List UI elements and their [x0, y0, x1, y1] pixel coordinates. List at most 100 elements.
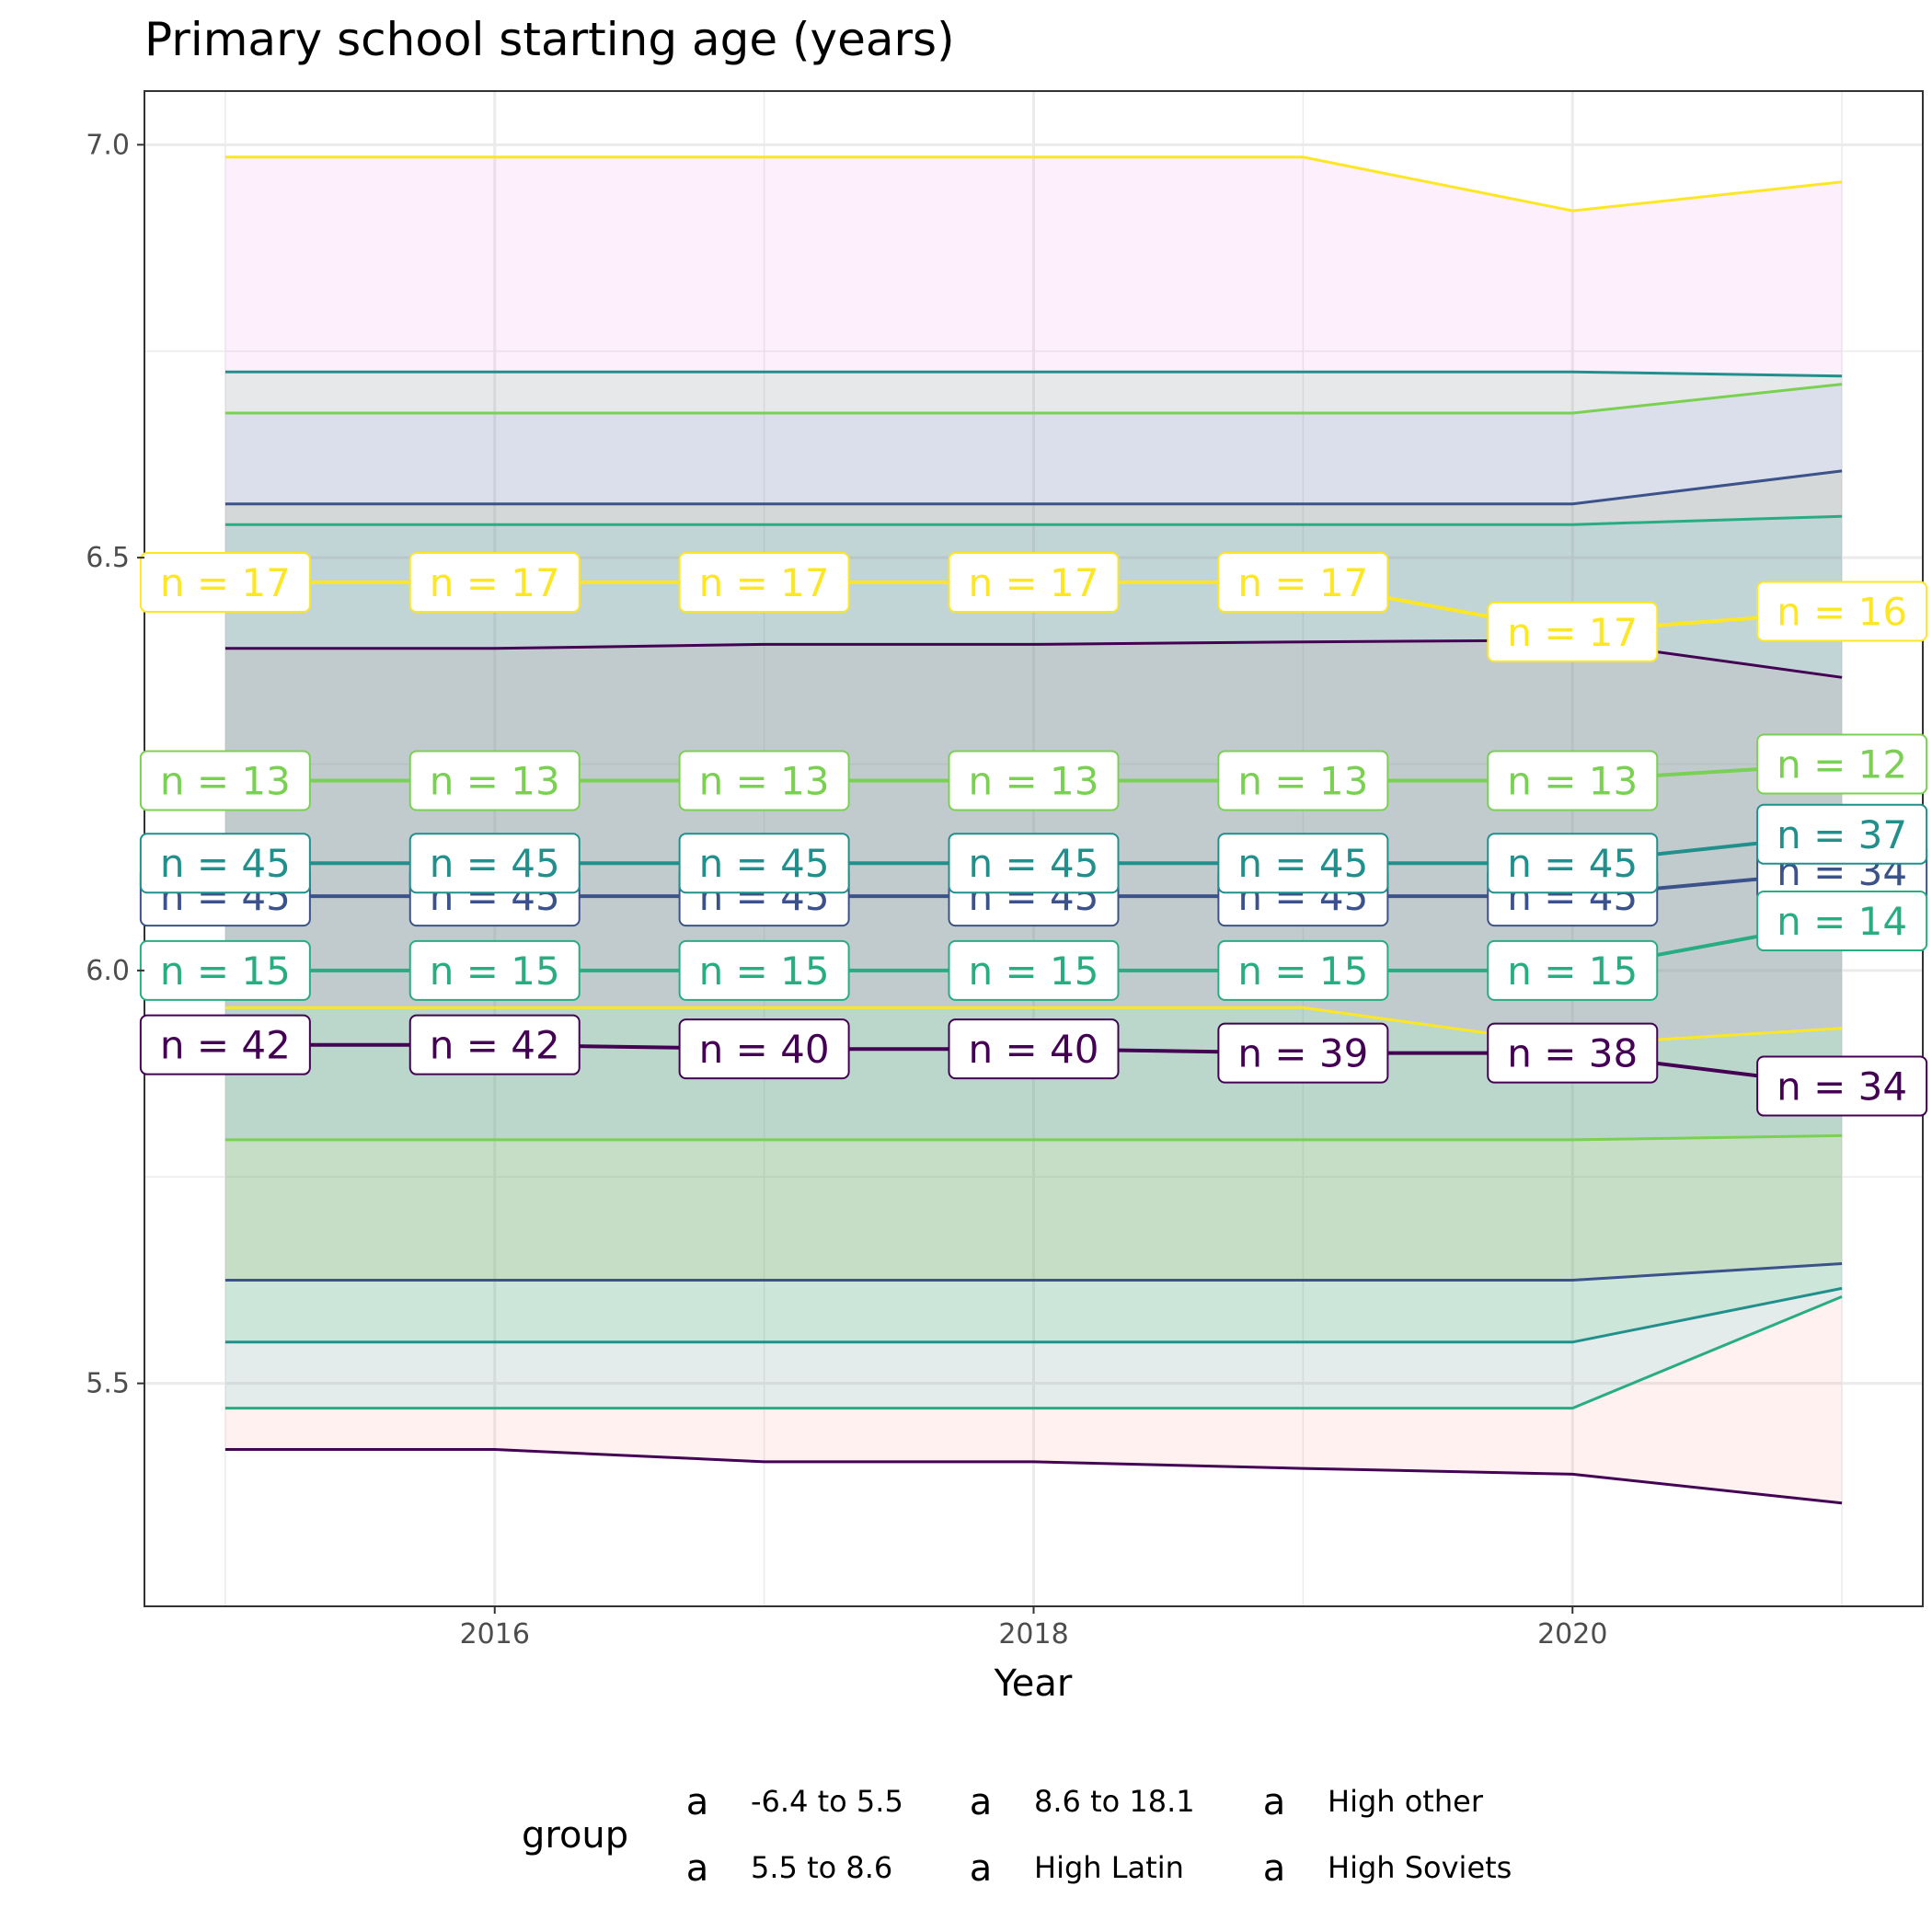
series-line-upper — [224, 514, 1843, 526]
point-label: n = 40 — [948, 1018, 1120, 1080]
point-label-box — [1756, 891, 1928, 952]
point-label-box — [1487, 833, 1659, 894]
y-tick-label: 6.5 — [86, 542, 130, 574]
point-label: n = 39 — [1217, 1022, 1389, 1084]
point-label-text: n = 12 — [1777, 742, 1907, 788]
point-label-text: n = 45 — [969, 841, 1099, 886]
point-label-text: n = 15 — [1507, 949, 1638, 994]
point-label-text: n = 17 — [1237, 560, 1368, 605]
legend-key: a — [686, 1781, 709, 1823]
point-labels: n = 42 n = 42 n = 40 n = 40 n = 39 n = 38 n = … — [139, 552, 1928, 1117]
legend-item: a High Soviets — [1263, 1847, 1512, 1890]
point-label-text: n = 45 — [1237, 841, 1368, 886]
point-label-text: n = 40 — [699, 1027, 830, 1072]
series-line-upper — [224, 370, 1843, 378]
point-label-box — [408, 939, 581, 1001]
legend-label: High Soviets — [1328, 1850, 1512, 1885]
legend-item: a 5.5 to 8.6 — [686, 1847, 893, 1890]
chart-title: Primary school starting age (years) — [144, 13, 955, 66]
point-label: n = 13 — [948, 750, 1120, 811]
series-line-lower — [224, 1448, 1843, 1505]
series-line-upper — [224, 469, 1843, 506]
series-line-lower — [224, 1295, 1843, 1410]
point-label-box — [1217, 750, 1389, 811]
point-label-box — [1756, 581, 1928, 642]
point-label-text: n = 13 — [969, 758, 1099, 803]
point-label: n = 37 — [1756, 803, 1928, 865]
point-label-box — [408, 750, 581, 811]
point-label-text: n = 17 — [430, 560, 560, 605]
point-label-box — [139, 552, 311, 614]
x-tick-label: 2018 — [998, 1618, 1068, 1650]
point-label-text: n = 45 — [430, 841, 560, 886]
point-label-text: n = 39 — [1237, 1031, 1368, 1076]
point-label: n = 42 — [139, 1014, 311, 1075]
legend-label: High other — [1328, 1784, 1484, 1819]
legend-title: group — [522, 1814, 628, 1857]
point-label-box — [1217, 939, 1389, 1001]
legend-label: High Latin — [1034, 1850, 1184, 1885]
legend-item: a High Latin — [970, 1847, 1184, 1890]
point-label: n = 15 — [139, 939, 311, 1001]
legend-label: 8.6 to 18.1 — [1034, 1784, 1195, 1819]
point-label: n = 45 — [139, 833, 311, 894]
point-label-box — [1487, 1022, 1659, 1084]
point-label-box — [948, 1018, 1120, 1080]
legend-key: a — [1263, 1847, 1286, 1890]
series-line-lower — [224, 1262, 1843, 1282]
point-label: n = 12 — [1756, 733, 1928, 795]
x-tick-label: 2016 — [460, 1618, 530, 1650]
point-label-text: n = 15 — [969, 949, 1099, 994]
point-label-text: n = 45 — [160, 841, 291, 886]
point-label-text: n = 17 — [1507, 610, 1638, 655]
point-label: n = 15 — [1487, 939, 1659, 1001]
point-label-box — [1756, 1055, 1928, 1117]
point-label: n = 45 — [678, 833, 850, 894]
point-label-text: n = 42 — [160, 1023, 291, 1068]
point-label-text: n = 16 — [1777, 589, 1907, 634]
point-label-box — [408, 833, 581, 894]
point-label: n = 17 — [1217, 552, 1389, 614]
legend-key: a — [970, 1781, 993, 1823]
point-label-text: n = 37 — [1777, 812, 1907, 857]
point-label-box — [1487, 750, 1659, 811]
legend-key: a — [686, 1847, 709, 1890]
point-label-text: n = 40 — [969, 1027, 1099, 1072]
point-label-text: n = 15 — [1237, 949, 1368, 994]
legend-item: a 8.6 to 18.1 — [970, 1781, 1195, 1823]
point-label-text: n = 15 — [160, 949, 291, 994]
point-label-text: n = 14 — [1777, 899, 1907, 944]
point-label-text: n = 42 — [430, 1023, 560, 1068]
point-label: n = 15 — [408, 939, 581, 1001]
series-line-lower — [224, 1286, 1843, 1344]
point-label-box — [1487, 601, 1659, 662]
point-label-box — [139, 1014, 311, 1075]
point-label-text: n = 13 — [1237, 758, 1368, 803]
y-tick-label: 7.0 — [86, 129, 130, 161]
point-label: n = 17 — [678, 552, 850, 614]
point-label-box — [139, 750, 311, 811]
point-label: n = 15 — [678, 939, 850, 1001]
point-label-box — [678, 833, 850, 894]
point-label: n = 38 — [1487, 1022, 1659, 1084]
point-label-box — [678, 750, 850, 811]
point-label-text: n = 13 — [699, 758, 830, 803]
point-label: n = 45 — [1487, 833, 1659, 894]
point-label-box — [139, 833, 311, 894]
point-label: n = 45 — [1217, 833, 1389, 894]
point-label-box — [678, 552, 850, 614]
point-label-text: n = 45 — [699, 841, 830, 886]
ribbons — [224, 156, 1843, 1503]
series-line-upper — [224, 155, 1843, 213]
point-label-box — [948, 750, 1120, 811]
point-label-box — [948, 939, 1120, 1001]
point-label-text: n = 38 — [1507, 1031, 1638, 1076]
point-label: n = 15 — [948, 939, 1120, 1001]
point-label-text: n = 15 — [430, 949, 560, 994]
point-label: n = 40 — [678, 1018, 850, 1080]
point-label: n = 13 — [1487, 750, 1659, 811]
point-label: n = 45 — [948, 833, 1120, 894]
point-label-box — [1217, 833, 1389, 894]
point-label-box — [1487, 939, 1659, 1001]
